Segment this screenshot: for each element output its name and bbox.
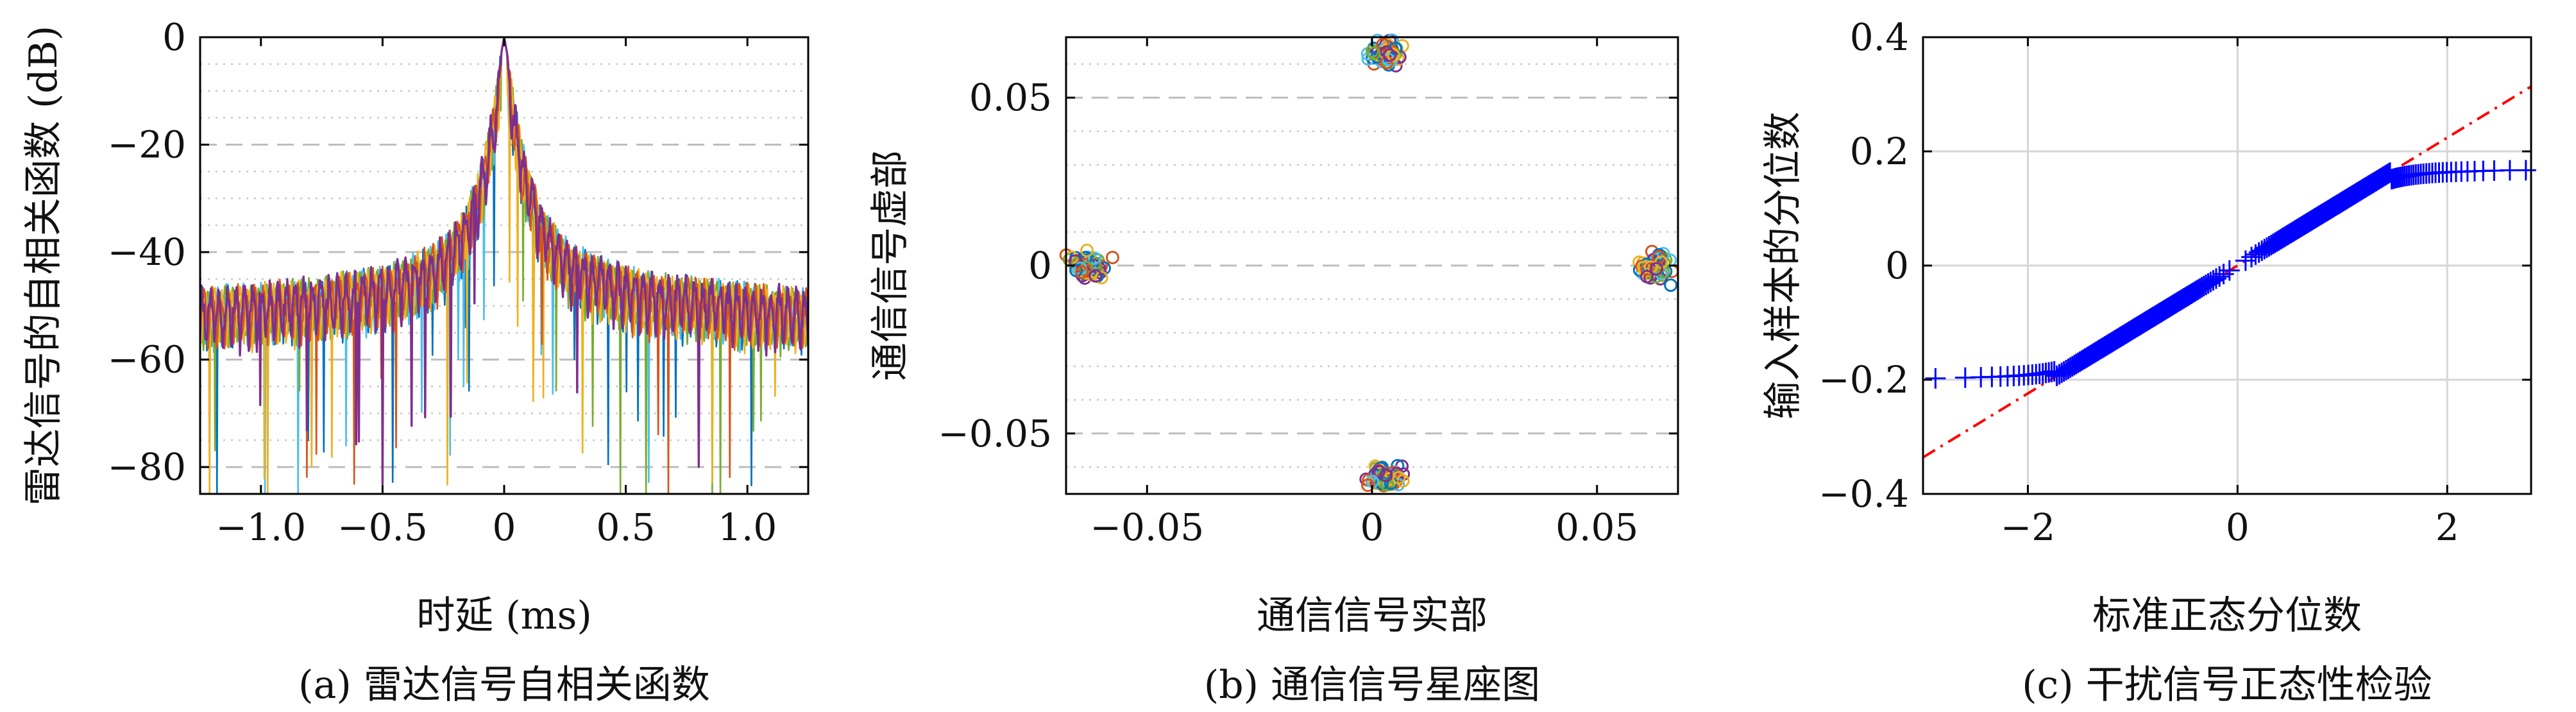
panel-b-point bbox=[1094, 271, 1108, 285]
panel-c-point bbox=[2200, 271, 2221, 292]
panel-c-ytick-label: −0.4 bbox=[1818, 472, 1909, 516]
panel-b-point bbox=[1089, 269, 1103, 283]
panel-c-ytick-label: −0.2 bbox=[1818, 358, 1909, 402]
panel-b-ytick-label: −0.05 bbox=[938, 412, 1052, 455]
panel-a-caption: (a) 雷达信号自相关函数 bbox=[298, 663, 710, 708]
panel-c-reference-line bbox=[1922, 85, 2532, 459]
panel-b-xlabel: 通信信号实部 bbox=[1257, 593, 1487, 638]
panel-c-ytick-label: 0.2 bbox=[1850, 130, 1909, 173]
panel-b-grid bbox=[1066, 63, 1678, 468]
panel-c-point bbox=[2515, 160, 2536, 181]
panel-b-xtick-label: −0.05 bbox=[1090, 505, 1204, 549]
panel-b-constellation: −0.05 0 0.05 0.05 0 −0.05 通信信号实部 通信信号虚部 (b) 通… bbox=[868, 33, 1679, 708]
panel-c-xtick-label: −2 bbox=[2001, 505, 2056, 549]
panel-a-xtick-label: −0.5 bbox=[337, 505, 428, 549]
panel-b-ytick-label: 0 bbox=[1028, 244, 1052, 287]
panel-c-ytick-label: 0 bbox=[1885, 244, 1909, 287]
panel-b-caption: (b) 通信信号星座图 bbox=[1204, 663, 1540, 708]
panel-b-point bbox=[1371, 464, 1385, 479]
panel-b-point bbox=[1075, 265, 1089, 279]
panel-a-series-line bbox=[199, 36, 809, 493]
panel-a-ytick-label: −60 bbox=[108, 338, 186, 382]
panel-a-radar-autocorrelation: −1.0 −0.5 0 0.5 1.0 0 −20 −40 −60 −80 时延 (ms) 雷达信… bbox=[21, 15, 809, 708]
panel-a-ytick-label: −20 bbox=[108, 123, 186, 167]
panel-b-point bbox=[1080, 243, 1094, 257]
panel-a-series-line bbox=[199, 36, 809, 495]
panel-b-point bbox=[1367, 46, 1381, 60]
panel-c-point bbox=[1925, 368, 1946, 389]
panel-b-ytick-label: 0.05 bbox=[969, 76, 1052, 119]
panel-b-xtick-label: 0 bbox=[1360, 505, 1384, 549]
panel-b-point bbox=[1087, 251, 1101, 265]
panel-b-xtick-label: 0.05 bbox=[1555, 505, 1638, 549]
panel-a-xtick-label: 0 bbox=[493, 505, 516, 549]
panel-a-series-line bbox=[199, 36, 809, 495]
panel-c-xlabel: 标准正态分位数 bbox=[2092, 593, 2362, 638]
panel-b-point bbox=[1656, 265, 1670, 279]
panel-a-xtick-label: −1.0 bbox=[216, 505, 306, 549]
panel-b-points bbox=[1059, 33, 1679, 493]
panel-c-xtick-label: 2 bbox=[2436, 505, 2459, 549]
panel-a-series-line bbox=[199, 36, 809, 486]
panel-c-caption: (c) 干扰信号正态性检验 bbox=[2022, 663, 2432, 708]
panel-a-ytick-label: −40 bbox=[108, 230, 186, 274]
panel-b-point bbox=[1640, 269, 1654, 284]
panel-b-point bbox=[1105, 250, 1119, 264]
panel-a-ytick-label: 0 bbox=[162, 15, 186, 59]
panel-b-point bbox=[1392, 471, 1406, 485]
panel-c-ticks: −2 0 2 0.4 0.2 0 −0.2 −0.4 bbox=[1818, 15, 2531, 549]
panel-c-qq-plot: −2 0 2 0.4 0.2 0 −0.2 −0.4 标准正态分位数 输入样本的分位数 (c)… bbox=[1761, 15, 2536, 708]
panel-c-points bbox=[1925, 160, 2536, 389]
panel-a-ticks: −1.0 −0.5 0 0.5 1.0 0 −20 −40 −60 −80 bbox=[108, 15, 808, 549]
panel-a-grid bbox=[200, 36, 808, 468]
panel-b-point bbox=[1069, 264, 1083, 278]
panel-a-xtick-label: 0.5 bbox=[596, 505, 655, 549]
panel-a-xlabel: 时延 (ms) bbox=[416, 593, 592, 638]
panel-b-point bbox=[1382, 48, 1396, 62]
panel-a-xtick-label: 1.0 bbox=[718, 505, 777, 549]
panel-c-point bbox=[2219, 260, 2240, 281]
panel-a-curves bbox=[199, 36, 809, 495]
panel-a-series-line bbox=[199, 36, 809, 495]
panel-a-ylabel: 雷达信号的自相关函数 (dB) bbox=[21, 26, 66, 505]
panel-b-point bbox=[1379, 468, 1393, 482]
panel-b-ticks: −0.05 0 0.05 0.05 0 −0.05 bbox=[938, 37, 1678, 549]
panel-a-series-line bbox=[199, 36, 809, 495]
panel-b-point bbox=[1664, 278, 1678, 292]
panel-c-ytick-label: 0.4 bbox=[1850, 15, 1909, 59]
panel-b-point bbox=[1649, 262, 1663, 276]
panel-b-point bbox=[1387, 49, 1401, 63]
panel-b-ylabel: 通信信号虚部 bbox=[868, 150, 913, 381]
panel-c-ylabel: 输入样本的分位数 bbox=[1761, 112, 1806, 420]
panel-b-point bbox=[1361, 478, 1375, 492]
panel-a-ytick-label: −80 bbox=[108, 445, 186, 489]
panel-c-point bbox=[2198, 273, 2219, 294]
panel-b-point bbox=[1380, 45, 1394, 59]
panel-b-point bbox=[1380, 56, 1394, 70]
panel-c-grid bbox=[1923, 36, 2531, 495]
panel-c-xtick-label: 0 bbox=[2226, 505, 2250, 549]
panel-b-point bbox=[1376, 37, 1390, 51]
panel-a-frame bbox=[199, 36, 809, 495]
